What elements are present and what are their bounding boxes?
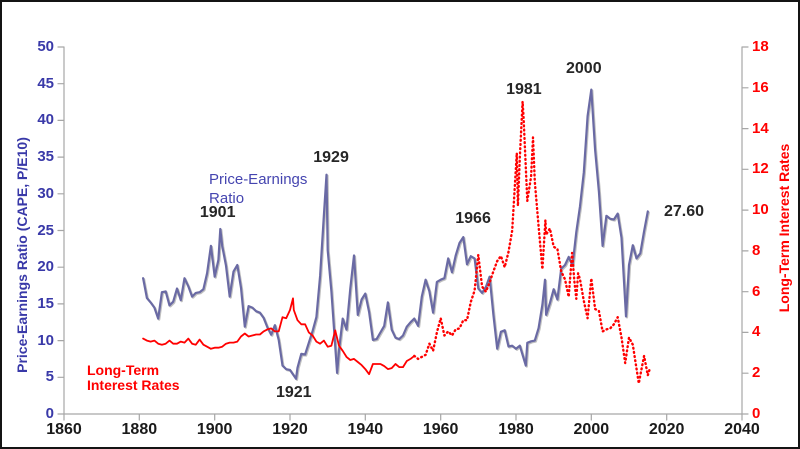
left-axis-tick-label: 5 [45, 368, 54, 386]
series-label-line: Ratio [209, 190, 245, 208]
x-axis-tick-label: 1860 [46, 421, 82, 438]
left-axis-tick-label: 15 [37, 294, 54, 312]
left-axis-title: Price-Earnings Ratio (CAPE, P/E10) [14, 137, 30, 373]
left-axis-tick-label: 30 [37, 184, 54, 202]
right-axis-tick-label: 6 [752, 282, 761, 300]
x-axis-tick-label: 2040 [724, 421, 760, 438]
series-label-line: Price-Earnings [209, 171, 308, 189]
x-axis-tick-label: 2020 [648, 421, 685, 438]
axes-and-ticks [57, 46, 749, 421]
series-label-pe: Price-Earnings Ratio [209, 170, 307, 208]
pe-ratio-line [142, 88, 649, 380]
right-axis-tick-label: 0 [752, 405, 761, 422]
left-axis-tick-label: 50 [37, 38, 54, 55]
left-axis-tick-label: 10 [37, 331, 54, 349]
left-axis-tick-label: 40 [37, 111, 54, 129]
interest-rate-line-dotted [413, 100, 651, 385]
annotation-27-60: 27.60 [663, 203, 705, 221]
x-axis-tick-label: 1900 [196, 421, 233, 438]
series-label-rates: Long-Term Interest Rates [86, 361, 180, 393]
right-axis-tick-label: 4 [752, 323, 761, 341]
annotation-2000: 2000 [566, 60, 602, 78]
annotation-1929: 1929 [313, 148, 349, 166]
right-axis-tick-label: 12 [752, 160, 769, 178]
annotation-1981: 1981 [506, 81, 542, 99]
interest-rate-line-solid [142, 297, 416, 376]
axes-layer [57, 46, 749, 421]
right-axis-tick-label: 18 [752, 38, 769, 55]
left-axis-tick-label: 25 [37, 221, 54, 239]
right-axis-tick-label: 14 [752, 119, 769, 137]
annotation-1901: 1901 [199, 203, 236, 221]
x-axis-tick-label: 1920 [272, 421, 308, 438]
annotation-1966: 1966 [455, 210, 491, 228]
series-label-line: Long-Term [86, 361, 160, 378]
left-axis-tick-label: 0 [45, 405, 54, 422]
left-axis-tick-label: 45 [37, 74, 54, 92]
x-axis-tick-label: 1940 [347, 421, 384, 438]
right-axis-tick-label: 10 [752, 201, 769, 219]
left-axis-tick-label: 20 [37, 258, 54, 276]
left-axis-tick-label: 35 [37, 148, 54, 166]
x-axis-tick-label: 2000 [573, 421, 610, 438]
right-axis-tick-label: 8 [752, 241, 761, 259]
x-axis-tick-label: 1880 [121, 421, 158, 438]
right-axis-tick-label: 2 [752, 364, 761, 382]
annotation-1921: 1921 [275, 383, 312, 401]
right-axis-tick-label: 16 [752, 78, 769, 96]
series-label-line: Interest Rates [86, 376, 180, 393]
series-layer [142, 88, 651, 385]
x-axis-tick-label: 1960 [422, 421, 459, 438]
x-axis-tick-label: 1980 [498, 421, 534, 438]
